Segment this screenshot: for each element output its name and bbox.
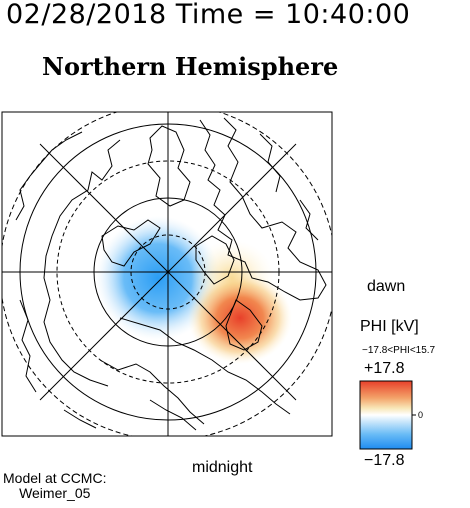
meridian-line	[39, 143, 297, 401]
model-credit: Model at CCMC: Weimer_05	[3, 471, 106, 501]
colorbar-title: PHI [kV]	[360, 318, 419, 335]
coastlines	[15, 117, 327, 431]
colorbar-min-label: −17.8	[364, 452, 405, 469]
polar-map	[1, 111, 333, 437]
colorbar-gradient	[359, 380, 413, 450]
midnight-label: midnight	[192, 459, 253, 476]
model-credit-line2: Weimer_05	[19, 485, 91, 501]
positive-potential-cell	[188, 272, 292, 364]
datetime-header: 02/28/2018 Time = 10:40:00	[6, 0, 411, 30]
negative-potential-cell	[96, 216, 220, 340]
hemisphere-title: Northern Hemisphere	[42, 52, 339, 81]
colorbar-range: −17.8<PHI<15.7	[362, 345, 436, 356]
colorbar-max-label: +17.8	[364, 360, 405, 377]
colorbar-zero-label: 0	[418, 410, 423, 420]
map-frame	[1, 111, 333, 437]
dawn-label: dawn	[367, 278, 406, 295]
model-credit-line1: Model at CCMC:	[3, 470, 107, 486]
colorbar: 0	[359, 380, 423, 450]
